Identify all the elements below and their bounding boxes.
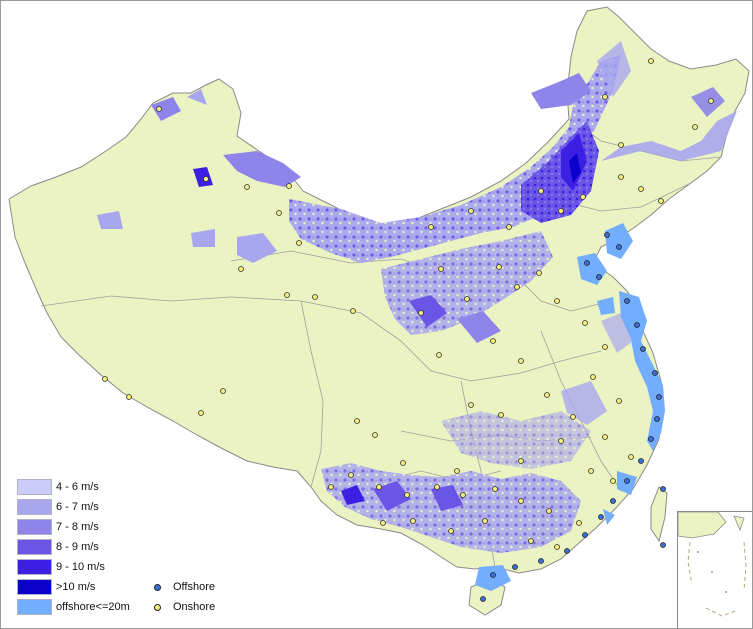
legend-item-wind-speed: >10 m/s [17, 579, 95, 595]
legend-label: offshore<=20m [56, 601, 130, 613]
legend-swatch [17, 579, 52, 595]
legend-item-site-type: Onshore [154, 599, 215, 615]
legend-label: >10 m/s [56, 581, 96, 593]
legend-label: 6 - 7 m/s [56, 501, 99, 513]
taiwan-island [650, 486, 668, 543]
inset-map [678, 512, 747, 617]
legend-swatch [17, 519, 52, 535]
legend-label: 9 - 10 m/s [56, 561, 105, 573]
legend-point-marker [154, 603, 161, 611]
legend-item-wind-speed: 4 - 6 m/s [17, 479, 99, 495]
legend-swatch [17, 479, 52, 495]
south-china-sea-inset [677, 511, 752, 628]
legend-swatch [17, 599, 52, 615]
legend-swatch [17, 539, 52, 555]
legend-swatch [17, 499, 52, 515]
legend-point-marker [154, 583, 161, 591]
legend-label: 8 - 9 m/s [56, 541, 99, 553]
legend-label: 7 - 8 m/s [56, 521, 99, 533]
legend-item-wind-speed: 9 - 10 m/s [17, 559, 105, 575]
legend: 4 - 6 m/s 6 - 7 m/s 7 - 8 m/s 8 - 9 m/s 9 - … [17, 479, 277, 619]
legend-label: Onshore [173, 601, 216, 613]
legend-label: 4 - 6 m/s [56, 481, 99, 493]
legend-item-wind-speed: 7 - 8 m/s [17, 519, 99, 535]
legend-item-site-type: Offshore [154, 579, 215, 595]
legend-swatch [17, 559, 52, 575]
legend-item-wind-speed: 8 - 9 m/s [17, 539, 99, 555]
legend-item-wind-speed: 6 - 7 m/s [17, 499, 99, 515]
wind-speed-zones [97, 41, 737, 553]
legend-label: Offshore [173, 581, 215, 593]
offshore-sites [480, 232, 666, 602]
onshore-sites [102, 58, 714, 550]
legend-item-wind-speed: offshore<=20m [17, 599, 130, 615]
